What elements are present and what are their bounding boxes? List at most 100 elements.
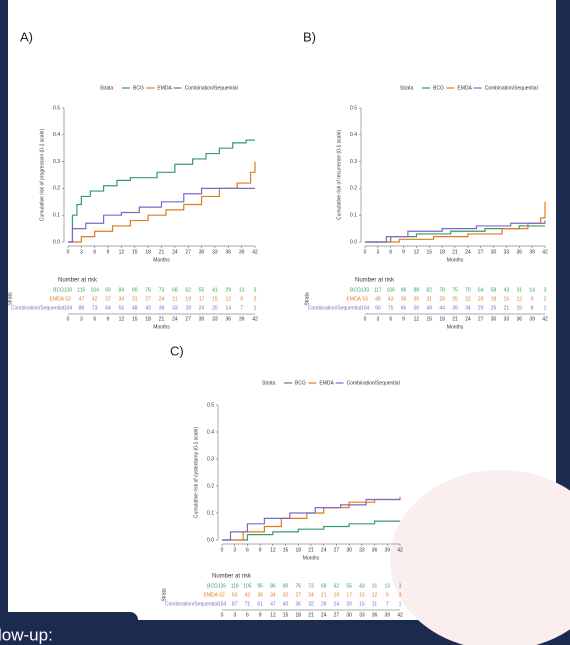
- risk-count: 24: [159, 296, 165, 302]
- x-tick-label: 30: [491, 249, 497, 255]
- risk-count: 49: [427, 305, 433, 311]
- risk-count: 34: [119, 296, 125, 302]
- risk-count: 104: [64, 305, 73, 311]
- risk-count: 34: [465, 305, 471, 311]
- risk-count: 12: [517, 296, 523, 302]
- risk-count: 35: [414, 296, 420, 302]
- risk-count: 55: [346, 583, 352, 589]
- risk-count: 7: [386, 601, 389, 607]
- y-axis-label: Cumulative risk of progression (0-1 scal…: [39, 129, 45, 222]
- x-tick-label: 0: [364, 249, 367, 255]
- y-tick-label: 0.2: [350, 186, 357, 192]
- risk-count: 24: [308, 592, 314, 598]
- risk-count: 39: [452, 305, 458, 311]
- x-tick-label: 3: [233, 547, 236, 553]
- y-tick-label: 0.5: [350, 105, 357, 111]
- risk-count: 55: [119, 305, 125, 311]
- risk-count: 17: [199, 296, 205, 302]
- risk-count: 28: [321, 601, 327, 607]
- risk-count: 43: [359, 583, 365, 589]
- risk-count: 118: [231, 583, 239, 589]
- x-tick-label: 9: [107, 249, 110, 255]
- x-tick-label: 42: [542, 249, 548, 255]
- y-tick-label: 0.2: [53, 186, 60, 192]
- risk-count: 7: [240, 305, 243, 311]
- risk-count: 68: [321, 583, 327, 589]
- risk-count: 88: [79, 305, 85, 311]
- risk-x-tick-label: 33: [212, 316, 218, 322]
- x-tick-label: 6: [389, 249, 392, 255]
- risk-count: 9: [531, 296, 534, 302]
- risk-row-name: EMDA: [347, 296, 362, 302]
- risk-count: 53: [362, 296, 368, 302]
- risk-x-label: Months: [153, 324, 170, 330]
- risk-x-tick-label: 15: [427, 316, 433, 322]
- y-tick-label: 0.4: [350, 132, 357, 138]
- x-axis-label: Months: [303, 555, 320, 561]
- risk-x-tick-label: 3: [80, 316, 83, 322]
- x-tick-label: 30: [346, 547, 352, 553]
- risk-count: 24: [334, 601, 340, 607]
- risk-x-tick-label: 9: [259, 612, 262, 618]
- risk-count: 64: [105, 305, 111, 311]
- risk-strata-label: Strata: [304, 292, 310, 306]
- x-tick-label: 6: [93, 249, 96, 255]
- risk-x-tick-label: 9: [107, 316, 110, 322]
- risk-count: 66: [401, 305, 407, 311]
- step-line: [68, 139, 255, 243]
- x-tick-label: 39: [385, 547, 391, 553]
- risk-x-tick-label: 33: [359, 612, 365, 618]
- risk-count: 20: [212, 305, 218, 311]
- x-tick-label: 15: [283, 547, 289, 553]
- risk-count: 47: [270, 601, 276, 607]
- risk-count: 43: [245, 592, 251, 598]
- risk-count: 70: [465, 287, 471, 293]
- risk-x-tick-label: 21: [452, 316, 458, 322]
- x-tick-label: 18: [145, 249, 151, 255]
- risk-table-title: Number at risk: [58, 278, 98, 284]
- risk-count: 32: [308, 601, 314, 607]
- x-tick-label: 0: [67, 249, 70, 255]
- risk-count: 93: [105, 287, 111, 293]
- risk-count: 31: [427, 296, 433, 302]
- risk-count: 73: [308, 583, 314, 589]
- step-line: [365, 220, 546, 243]
- risk-count: 43: [145, 305, 151, 311]
- x-axis-label: Months: [153, 257, 170, 263]
- risk-x-tick-label: 27: [185, 316, 191, 322]
- risk-count: 43: [388, 296, 394, 302]
- risk-x-tick-label: 12: [270, 612, 276, 618]
- risk-count: 3: [399, 592, 402, 598]
- risk-count: 75: [388, 305, 394, 311]
- risk-x-tick-label: 12: [119, 316, 125, 322]
- risk-x-label: Months: [303, 620, 320, 626]
- risk-count: 43: [504, 287, 510, 293]
- risk-count: 84: [119, 287, 125, 293]
- risk-x-tick-label: 36: [226, 316, 232, 322]
- risk-count: 61: [257, 601, 263, 607]
- risk-x-tick-label: 24: [172, 316, 178, 322]
- risk-x-tick-label: 30: [491, 316, 497, 322]
- risk-count: 95: [257, 583, 263, 589]
- risk-row-name: BCG: [350, 287, 361, 293]
- risk-x-tick-label: 39: [239, 316, 245, 322]
- risk-count: 73: [92, 305, 98, 311]
- risk-x-tick-label: 30: [346, 612, 352, 618]
- risk-count: 1: [544, 305, 547, 311]
- risk-count: 135: [218, 583, 227, 589]
- risk-count: 1: [254, 305, 257, 311]
- risk-count: 38: [257, 592, 263, 598]
- risk-x-tick-label: 42: [397, 612, 403, 618]
- risk-x-tick-label: 3: [376, 316, 379, 322]
- y-tick-label: 0.5: [53, 105, 60, 111]
- footer-tab: [0, 612, 138, 645]
- risk-count: 80: [283, 583, 289, 589]
- risk-count: 37: [105, 296, 111, 302]
- x-tick-label: 27: [185, 249, 191, 255]
- y-tick-label: 0.4: [53, 132, 60, 138]
- risk-x-tick-label: 30: [199, 316, 205, 322]
- y-tick-label: 0.3: [53, 159, 60, 165]
- x-tick-label: 42: [397, 547, 403, 553]
- risk-count: 9: [386, 592, 389, 598]
